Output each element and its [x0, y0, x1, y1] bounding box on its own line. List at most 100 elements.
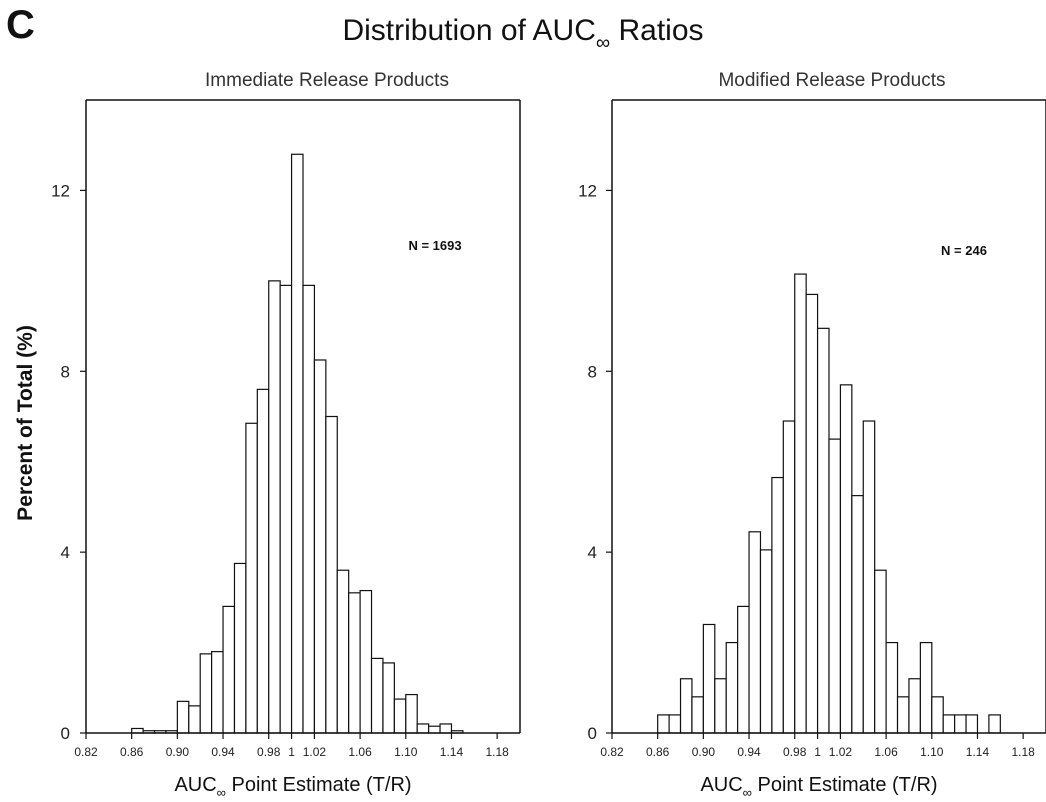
- x-tick-label: 1: [288, 745, 295, 759]
- x-tick-label: 1.14: [966, 745, 990, 759]
- histogram-bar: [405, 693, 418, 734]
- x-tick-label: 0.86: [646, 745, 670, 759]
- histogram-bar: [737, 605, 750, 734]
- panel-title: Immediate Release Products: [205, 70, 449, 91]
- x-axis-label-subscript: ∞: [217, 785, 226, 800]
- figure-title: Distribution of AUC∞ Ratios: [342, 14, 703, 54]
- figure-title-subscript: ∞: [596, 32, 610, 54]
- histogram-bar: [657, 714, 670, 734]
- x-axis-label-suffix: Point Estimate (T/R): [752, 774, 938, 796]
- histogram-bar: [896, 696, 910, 734]
- x-tick-label: 0.90: [692, 745, 716, 759]
- y-tick-label: 12: [51, 181, 70, 200]
- x-tick-label: 1.18: [485, 745, 509, 759]
- histogram-bar: [302, 284, 316, 734]
- histogram-bar: [816, 327, 830, 734]
- histogram-bar: [211, 651, 224, 734]
- histogram-bar: [885, 641, 899, 734]
- histogram-bar: [336, 569, 350, 734]
- figure-title-main: Distribution of AUC: [342, 14, 595, 47]
- histogram-bar: [782, 420, 796, 734]
- panel-letter: C: [6, 3, 35, 47]
- histogram-bar: [416, 723, 430, 734]
- histogram-bar: [176, 700, 190, 734]
- x-tick-label: 0.82: [600, 745, 624, 759]
- x-tick-label: 1: [814, 745, 821, 759]
- histogram-bar: [188, 705, 201, 734]
- histogram-bar: [839, 384, 853, 734]
- y-tick-label: 0: [588, 724, 597, 743]
- x-tick-label: 0.94: [737, 745, 761, 759]
- histogram-bar: [965, 714, 979, 734]
- histogram-bar: [954, 714, 967, 734]
- x-tick-label: 1.02: [829, 745, 853, 759]
- x-tick-label: 1.18: [1011, 745, 1035, 759]
- histogram-bar: [702, 623, 716, 734]
- x-tick-label: 0.98: [257, 745, 281, 759]
- histogram-bar: [290, 153, 304, 734]
- histogram-bar: [256, 388, 270, 734]
- histogram-bar: [393, 698, 407, 734]
- x-axis-label: AUC∞ Point Estimate (T/R): [174, 774, 411, 800]
- panel-modified-release: Modified Release Products 0 4 8 12 0.82 0.86 0.…: [578, 70, 1046, 800]
- histogram-bar: [313, 359, 327, 734]
- histogram-bar: [679, 678, 693, 734]
- histogram-bar: [233, 562, 247, 734]
- histogram-bar: [199, 653, 213, 734]
- histogram-bar: [862, 420, 876, 734]
- figure-title-suffix: Ratios: [610, 14, 703, 47]
- histogram-bar: [828, 438, 842, 734]
- histogram-bar: [714, 678, 727, 734]
- histogram-bar: [428, 725, 441, 734]
- histogram-bar: [794, 273, 807, 734]
- histogram-bar: [942, 714, 956, 734]
- histogram-bar: [279, 284, 293, 734]
- histogram-bar: [370, 657, 384, 734]
- y-axis-label: Percent of Total (%): [14, 325, 37, 521]
- histogram-bar: [222, 605, 236, 734]
- x-tick-label: 0.86: [120, 745, 144, 759]
- histogram-bar: [759, 549, 773, 734]
- histogram-bar: [771, 476, 784, 734]
- x-tick-label: 1.14: [440, 745, 464, 759]
- histogram-bar: [382, 662, 395, 734]
- sample-size-annotation: N = 1693: [408, 238, 461, 253]
- histogram-bar: [691, 696, 704, 734]
- x-axis-label-suffix: Point Estimate (T/R): [226, 774, 412, 796]
- x-tick-label: 0.90: [166, 745, 190, 759]
- histogram-bar: [919, 641, 933, 734]
- y-tick-label: 8: [61, 362, 70, 381]
- x-axis-label-subscript: ∞: [743, 785, 752, 800]
- histogram-bar: [325, 415, 338, 734]
- histogram-bar: [874, 569, 887, 734]
- x-tick-label: 1.02: [303, 745, 327, 759]
- x-tick-label: 1.10: [920, 745, 944, 759]
- y-tick-label: 12: [578, 181, 597, 200]
- x-tick-label: 1.06: [874, 745, 898, 759]
- histogram-bar: [805, 293, 819, 734]
- histogram-bar: [908, 678, 921, 734]
- histogram-bar: [245, 422, 258, 734]
- histogram-bar: [748, 531, 762, 734]
- histogram-bar: [931, 696, 944, 734]
- y-tick-label: 0: [61, 724, 70, 743]
- y-tick-label: 8: [588, 362, 597, 381]
- y-tick-label: 4: [588, 543, 597, 562]
- histogram-bar: [988, 714, 1001, 734]
- x-tick-label: 0.94: [211, 745, 235, 759]
- panel-title: Modified Release Products: [718, 70, 945, 91]
- x-tick-label: 1.06: [348, 745, 372, 759]
- histogram-bar: [668, 714, 682, 734]
- sample-size-annotation: N = 246: [941, 243, 987, 258]
- x-tick-label: 0.98: [783, 745, 807, 759]
- histogram-bar: [851, 495, 864, 734]
- histogram-bar: [359, 589, 373, 734]
- histogram-bar: [348, 592, 361, 734]
- y-tick-label: 4: [61, 543, 70, 562]
- x-tick-label: 0.82: [74, 745, 98, 759]
- panel-immediate-release: Immediate Release Products 0 4 8 12 0.82 0.86 0…: [51, 70, 521, 800]
- x-axis-label-main: AUC: [174, 774, 216, 796]
- x-axis-label: AUC∞ Point Estimate (T/R): [700, 774, 937, 800]
- histogram-bar: [725, 641, 739, 734]
